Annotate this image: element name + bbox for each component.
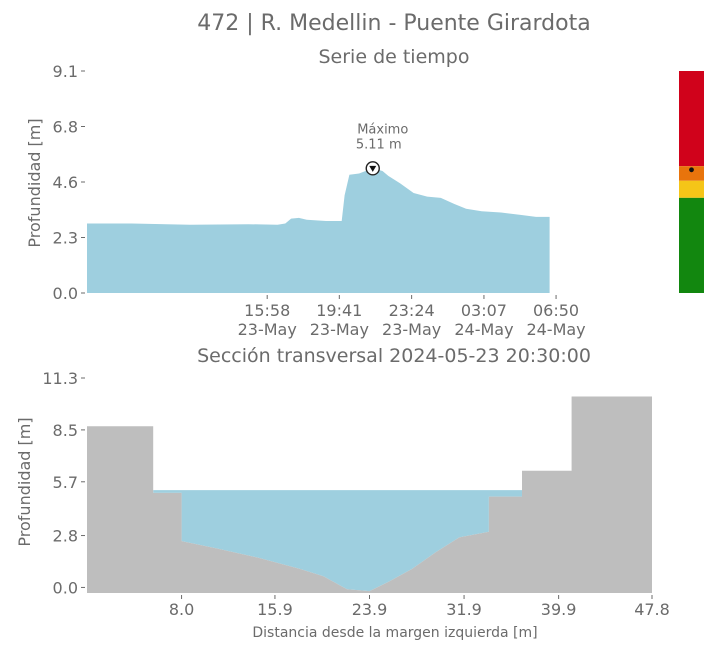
cross-section-xticks: 8.0 15.9 23.9 31.9 39.9 47.8: [169, 595, 670, 619]
x-tick-time-label: 15:58: [244, 301, 290, 320]
timeseries-yticks: 0.0 2.3 4.6 6.8 9.1: [53, 62, 85, 303]
x-tick-date-label: 23-May: [310, 320, 369, 339]
timeseries-ylabel: Profundidad [m]: [25, 118, 44, 247]
y-tick-label: 6.8: [53, 118, 78, 137]
cross-section-chart: Sección transversal 2024-05-23 20:30:00 …: [15, 345, 670, 641]
cross-section-title: Sección transversal 2024-05-23 20:30:00: [197, 345, 591, 367]
alert-band-yellow: [679, 180, 704, 198]
y-tick-label: 0.0: [53, 578, 78, 597]
x-tick-date-label: 24-May: [526, 320, 585, 339]
cross-section-ylabel: Profundidad [m]: [15, 417, 34, 546]
x-tick-label: 23.9: [352, 600, 388, 619]
cross-section-layer: [87, 396, 652, 593]
figure-title: 472 | R. Medellin - Puente Girardota: [197, 11, 590, 36]
alert-band-red: [679, 71, 704, 167]
water-area: [153, 490, 522, 592]
x-tick-time-label: 23:24: [389, 301, 435, 320]
max-marker-arrow-icon: [369, 165, 377, 172]
timeseries-title: Serie de tiempo: [319, 46, 470, 68]
x-tick-label: 39.9: [541, 600, 577, 619]
x-tick-label: 47.8: [634, 600, 670, 619]
cross-section-xlabel: Distancia desde la margen izquierda [m]: [252, 625, 537, 641]
y-tick-label: 11.3: [42, 369, 78, 388]
x-tick-date-label: 24-May: [454, 320, 513, 339]
current-level-dot: [689, 167, 694, 173]
y-tick-label: 8.5: [53, 421, 78, 440]
timeseries-chart: Serie de tiempo 0.02.34.66.89.1 15:5823-…: [25, 46, 704, 339]
x-tick-label: 31.9: [446, 600, 482, 619]
max-annotation-value: 5.11 m: [356, 137, 402, 152]
x-tick-label: 15.9: [257, 600, 293, 619]
x-tick-time-label: 19:41: [316, 301, 362, 320]
timeseries-xticks: 15:5823-May19:4123-May23:2423-May03:0724…: [238, 295, 586, 339]
cross-section-yticks: 0.0 2.8 5.7 8.5 11.3: [42, 369, 85, 597]
y-tick-label: 5.7: [53, 473, 78, 492]
y-tick-label: 0.0: [53, 284, 78, 303]
x-tick-time-label: 03:07: [461, 301, 507, 320]
y-tick-label: 2.8: [53, 527, 78, 546]
x-tick-time-label: 06:50: [533, 301, 579, 320]
y-tick-label: 9.1: [53, 62, 78, 81]
terrain-area: [87, 396, 652, 593]
timeseries-area-layer: [87, 168, 550, 293]
y-tick-label: 2.3: [53, 229, 78, 248]
alert-band-green: [679, 197, 704, 293]
x-tick-date-label: 23-May: [238, 320, 297, 339]
x-tick-label: 8.0: [169, 600, 194, 619]
max-annotation-label: Máximo: [357, 122, 408, 137]
alert-level-bar: [679, 71, 704, 293]
depth-area-series: [87, 168, 550, 293]
alert-band-orange: [679, 166, 704, 181]
max-annotation: Máximo 5.11 m: [356, 122, 408, 176]
y-tick-label: 4.6: [53, 173, 78, 192]
x-tick-date-label: 23-May: [382, 320, 441, 339]
